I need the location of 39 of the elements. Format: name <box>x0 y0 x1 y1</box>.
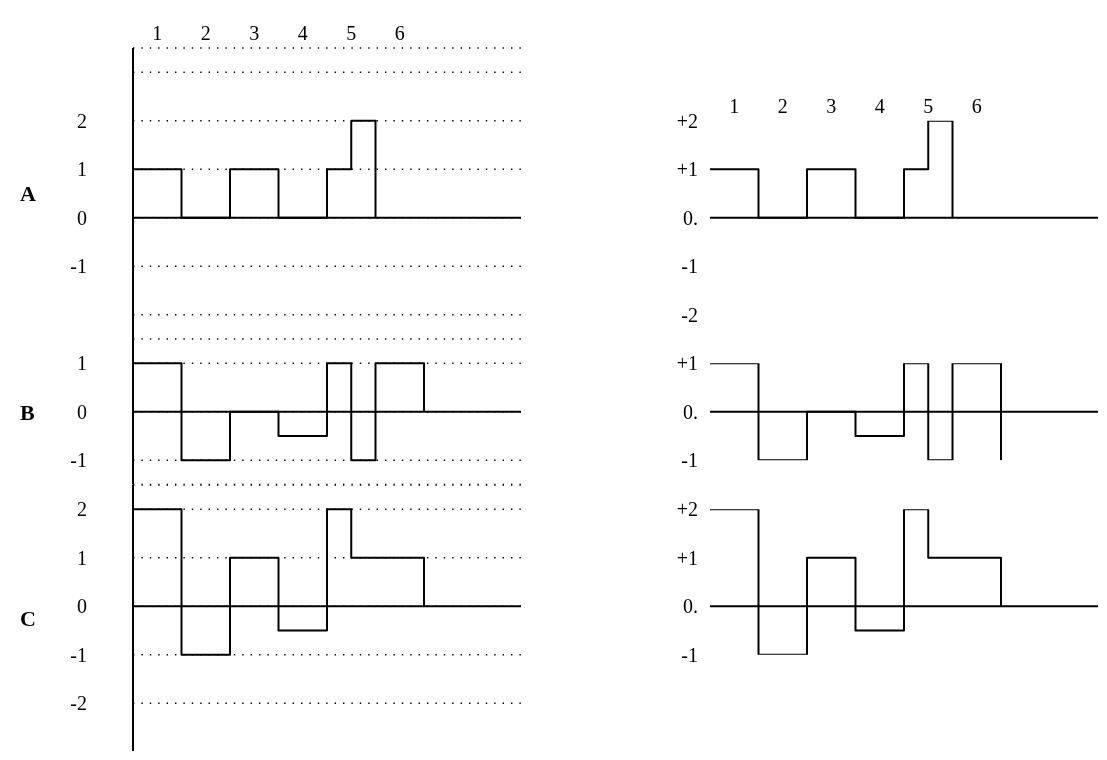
x-tick-label: 6 <box>394 22 405 44</box>
x-tick-label: 1 <box>729 94 740 117</box>
y-tick-label: 0 <box>77 206 87 229</box>
y-axis-title: A <box>20 181 36 207</box>
x-tick-label: 3 <box>249 22 260 44</box>
y-tick-label: +1 <box>676 158 698 181</box>
y-tick-label: -1 <box>70 255 87 278</box>
y-tick-label: +1 <box>676 352 698 375</box>
y-tick-label: 0. <box>683 206 698 229</box>
y-axis-title: C <box>20 605 36 631</box>
y-tick-label: 0. <box>683 594 698 617</box>
y-tick-label: 0 <box>77 594 87 617</box>
y-tick-label: -1 <box>681 449 698 472</box>
y-tick-label: -1 <box>70 643 87 666</box>
x-tick-label: 2 <box>200 22 211 44</box>
y-tick-label: -2 <box>70 691 87 714</box>
y-tick-label: 1 <box>77 158 87 181</box>
y-tick-label: 1 <box>77 352 87 375</box>
y-axis-title: B <box>20 399 35 425</box>
y-tick-label: 1 <box>77 546 87 569</box>
x-tick-label: 4 <box>874 94 885 117</box>
y-tick-label: 2 <box>77 497 87 520</box>
y-tick-label: -2 <box>681 303 698 326</box>
x-tick-label: 3 <box>826 94 837 117</box>
y-tick-label: 0. <box>683 400 698 423</box>
x-tick-label: 5 <box>346 22 357 44</box>
x-tick-label: 2 <box>777 94 788 117</box>
y-tick-label: -1 <box>681 255 698 278</box>
y-tick-label: 0 <box>77 400 87 423</box>
x-tick-label: 6 <box>971 94 982 117</box>
y-tick-label: +2 <box>676 109 698 132</box>
y-tick-label: 2 <box>77 109 87 132</box>
y-tick-label: -1 <box>70 449 87 472</box>
x-tick-label: 1 <box>152 22 163 44</box>
x-tick-label: 4 <box>297 22 308 44</box>
y-tick-label: +1 <box>676 546 698 569</box>
x-tick-label: 5 <box>923 94 934 117</box>
y-tick-label: -1 <box>681 643 698 666</box>
y-tick-label: +2 <box>676 497 698 520</box>
